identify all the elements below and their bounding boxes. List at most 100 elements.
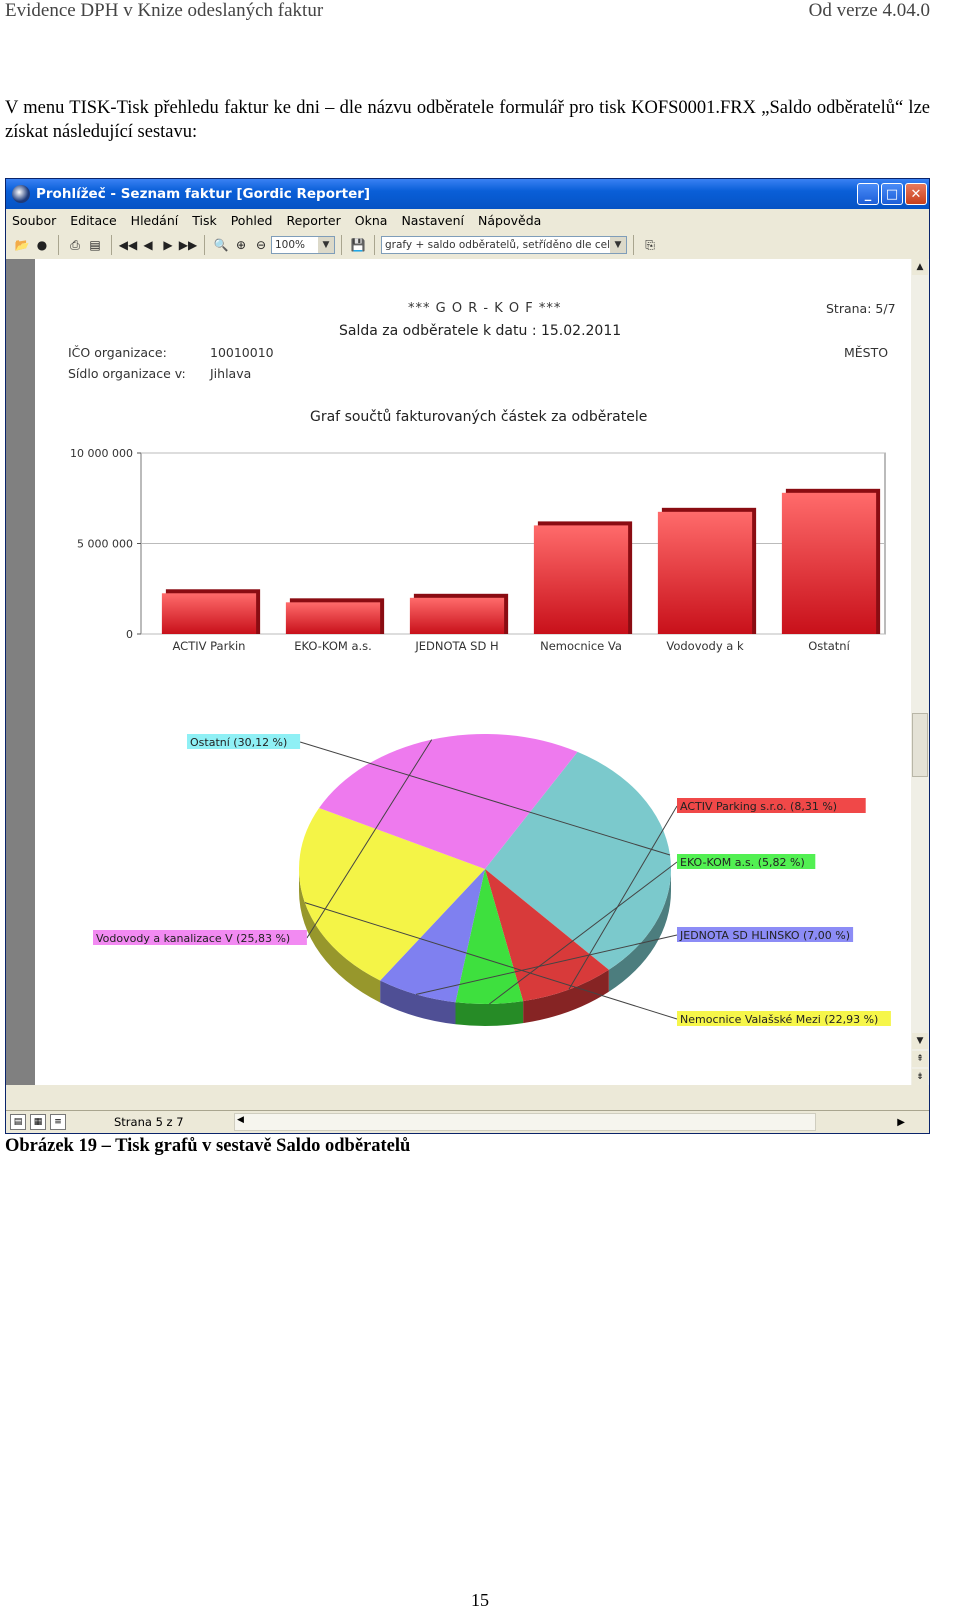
pie-leader-line <box>489 861 678 1005</box>
page-down-icon[interactable]: ⇟ <box>912 1069 928 1085</box>
window-title: Prohlížeč - Seznam faktur [Gordic Report… <box>36 186 371 202</box>
pie-leader-line <box>304 902 678 1020</box>
y-tick-label: 0 <box>126 628 133 641</box>
bar <box>409 597 505 634</box>
pie-label-bg <box>677 854 816 869</box>
y-tick-label: 5 000 000 <box>77 538 133 551</box>
page-up-icon[interactable]: ⇞ <box>912 1051 928 1067</box>
pie-label-bg <box>677 1011 891 1026</box>
pie-slice-side <box>299 869 381 1003</box>
pie-label-bg <box>187 734 301 749</box>
x-tick-label: Nemocnice Va <box>540 639 622 653</box>
chevron-down-icon: ▼ <box>318 237 334 253</box>
menu-bar: Soubor Editace Hledání Tisk Pohled Repor… <box>6 209 929 231</box>
find-icon[interactable]: 🔍 <box>213 238 229 252</box>
bar <box>161 593 257 634</box>
menu-nastaveni[interactable]: Nastavení <box>401 212 465 228</box>
menu-hledani[interactable]: Hledání <box>130 212 179 228</box>
minimize-button[interactable]: _ <box>857 183 879 205</box>
menu-reporter[interactable]: Reporter <box>286 212 341 228</box>
report-viewport: *** G O R - K O F *** Strana: 5/7 Salda … <box>6 259 929 1085</box>
bar <box>781 492 877 634</box>
document-header-right: Od verze 4.04.0 <box>808 0 930 21</box>
scroll-left-icon[interactable]: ◀ <box>237 1115 244 1125</box>
menu-tisk[interactable]: Tisk <box>192 212 217 228</box>
app-icon <box>12 185 30 203</box>
menu-napoveda[interactable]: Nápověda <box>478 212 542 228</box>
pie-leader-line <box>299 741 671 856</box>
pie-label: ACTIV Parking s.r.o. (8,31 %) <box>680 800 837 813</box>
export-icon[interactable]: ⎘ <box>645 237 655 252</box>
scroll-right-icon[interactable]: ▶ <box>897 1116 905 1128</box>
y-tick-label: 10 000 000 <box>70 447 133 460</box>
print-icon[interactable]: ⎙ <box>70 237 80 252</box>
pie-label: Vodovody a kanalizace V (25,83 %) <box>96 932 290 945</box>
close-button[interactable]: ✕ <box>905 183 927 205</box>
ico-value: 10010010 <box>210 345 274 360</box>
menu-okna[interactable]: Okna <box>354 212 388 228</box>
intro-paragraph: V menu TISK-Tisk přehledu faktur ke dni … <box>5 98 930 142</box>
scroll-down-icon[interactable]: ▼ <box>912 1033 928 1049</box>
menu-pohled[interactable]: Pohled <box>230 212 273 228</box>
seat-value: Jihlava <box>210 366 252 381</box>
reporter-window: Prohlížeč - Seznam faktur [Gordic Report… <box>5 178 930 1134</box>
pie-label-bg <box>677 927 854 942</box>
first-page-icon[interactable]: ◀◀ <box>118 238 138 252</box>
dot-icon[interactable]: ● <box>36 238 48 252</box>
city-label: MĚSTO <box>844 345 889 360</box>
pie-slice-side <box>455 1001 524 1026</box>
document-header-left: Evidence DPH v Knize odeslaných faktur <box>5 0 324 21</box>
scroll-thumb[interactable] <box>912 713 928 777</box>
menu-editace[interactable]: Editace <box>70 212 117 228</box>
pie-label: JEDNOTA SD HLINSKO (7,00 %) <box>679 929 850 942</box>
status-page: Strana 5 z 7 <box>114 1115 184 1129</box>
x-tick-label: Vodovody a k <box>666 639 744 653</box>
bar <box>533 525 629 634</box>
scroll-up-icon[interactable]: ▲ <box>912 259 928 275</box>
menu-soubor[interactable]: Soubor <box>12 212 57 228</box>
zoom-select[interactable]: 100% ▼ <box>271 236 335 254</box>
single-page-icon[interactable]: ▤ <box>10 1114 26 1130</box>
page-setup-icon[interactable]: ▤ <box>89 238 101 252</box>
zoom-out-icon[interactable]: ⊖ <box>255 238 267 252</box>
report-select-value: grafy + saldo odběratelů, setříděno dle … <box>385 239 610 251</box>
ico-label: IČO organizace: <box>68 345 167 360</box>
toolbar: 📂 ● ⎙ ▤ ◀◀ ◀ ▶ ▶▶ 🔍 ⊕ ⊖ 100% ▼ 💾 grafy +… <box>6 231 929 260</box>
pie-leader-line <box>568 805 678 990</box>
page-number: 15 <box>471 1590 489 1610</box>
bar-chart: 0 5 000 000 10 000 000 ACTIV Parkin EKO-KOM … <box>70 447 886 653</box>
pie-slice <box>455 869 524 1004</box>
x-tick-label: Ostatní <box>808 639 850 653</box>
pie-leader-line <box>416 934 678 995</box>
report-page: Strana: 5/7 <box>826 301 896 316</box>
pie-slice <box>380 869 485 1003</box>
zoom-in-icon[interactable]: ⊕ <box>235 238 247 252</box>
save-icon[interactable]: 💾 <box>350 238 366 252</box>
pie-chart: Ostatní (30,12 %) ACTIV Parking s.r.o. (8… <box>93 734 891 1026</box>
maximize-button[interactable]: □ <box>881 183 903 205</box>
report-select[interactable]: grafy + saldo odběratelů, setříděno dle … <box>381 236 627 254</box>
status-bar: ▤ ▦ ≡ Strana 5 z 7 ◀ ▶ <box>6 1110 929 1133</box>
zoom-value: 100% <box>275 239 306 251</box>
last-page-icon[interactable]: ▶▶ <box>178 238 198 252</box>
title-bar[interactable]: Prohlížeč - Seznam faktur [Gordic Report… <box>6 179 929 209</box>
x-tick-label: JEDNOTA SD H <box>414 639 498 653</box>
prev-page-icon[interactable]: ◀ <box>143 238 153 252</box>
open-icon[interactable]: 📂 <box>14 238 30 252</box>
horizontal-scrollbar[interactable]: ◀ <box>234 1113 816 1131</box>
next-page-icon[interactable]: ▶ <box>163 238 173 252</box>
pie-label: Ostatní (30,12 %) <box>190 736 287 749</box>
vertical-scrollbar[interactable]: ▲ ▼ ⇞ ⇟ <box>911 259 929 1085</box>
pie-label: EKO-KOM a.s. (5,82 %) <box>680 856 805 869</box>
seat-label: Sídlo organizace v: <box>68 366 186 381</box>
chevron-down-icon: ▼ <box>610 237 626 253</box>
report-company: *** G O R - K O F *** <box>408 301 562 316</box>
chart-title: Graf součtů fakturovaných částek za odbě… <box>310 409 648 425</box>
viewport-margin <box>6 259 35 1085</box>
list-icon[interactable]: ≡ <box>50 1114 66 1130</box>
x-tick-label: ACTIV Parkin <box>173 639 246 653</box>
pie-slice <box>299 808 485 981</box>
pie-slice <box>485 751 672 970</box>
pie-slice-side <box>523 969 609 1024</box>
multi-page-icon[interactable]: ▦ <box>30 1114 46 1130</box>
